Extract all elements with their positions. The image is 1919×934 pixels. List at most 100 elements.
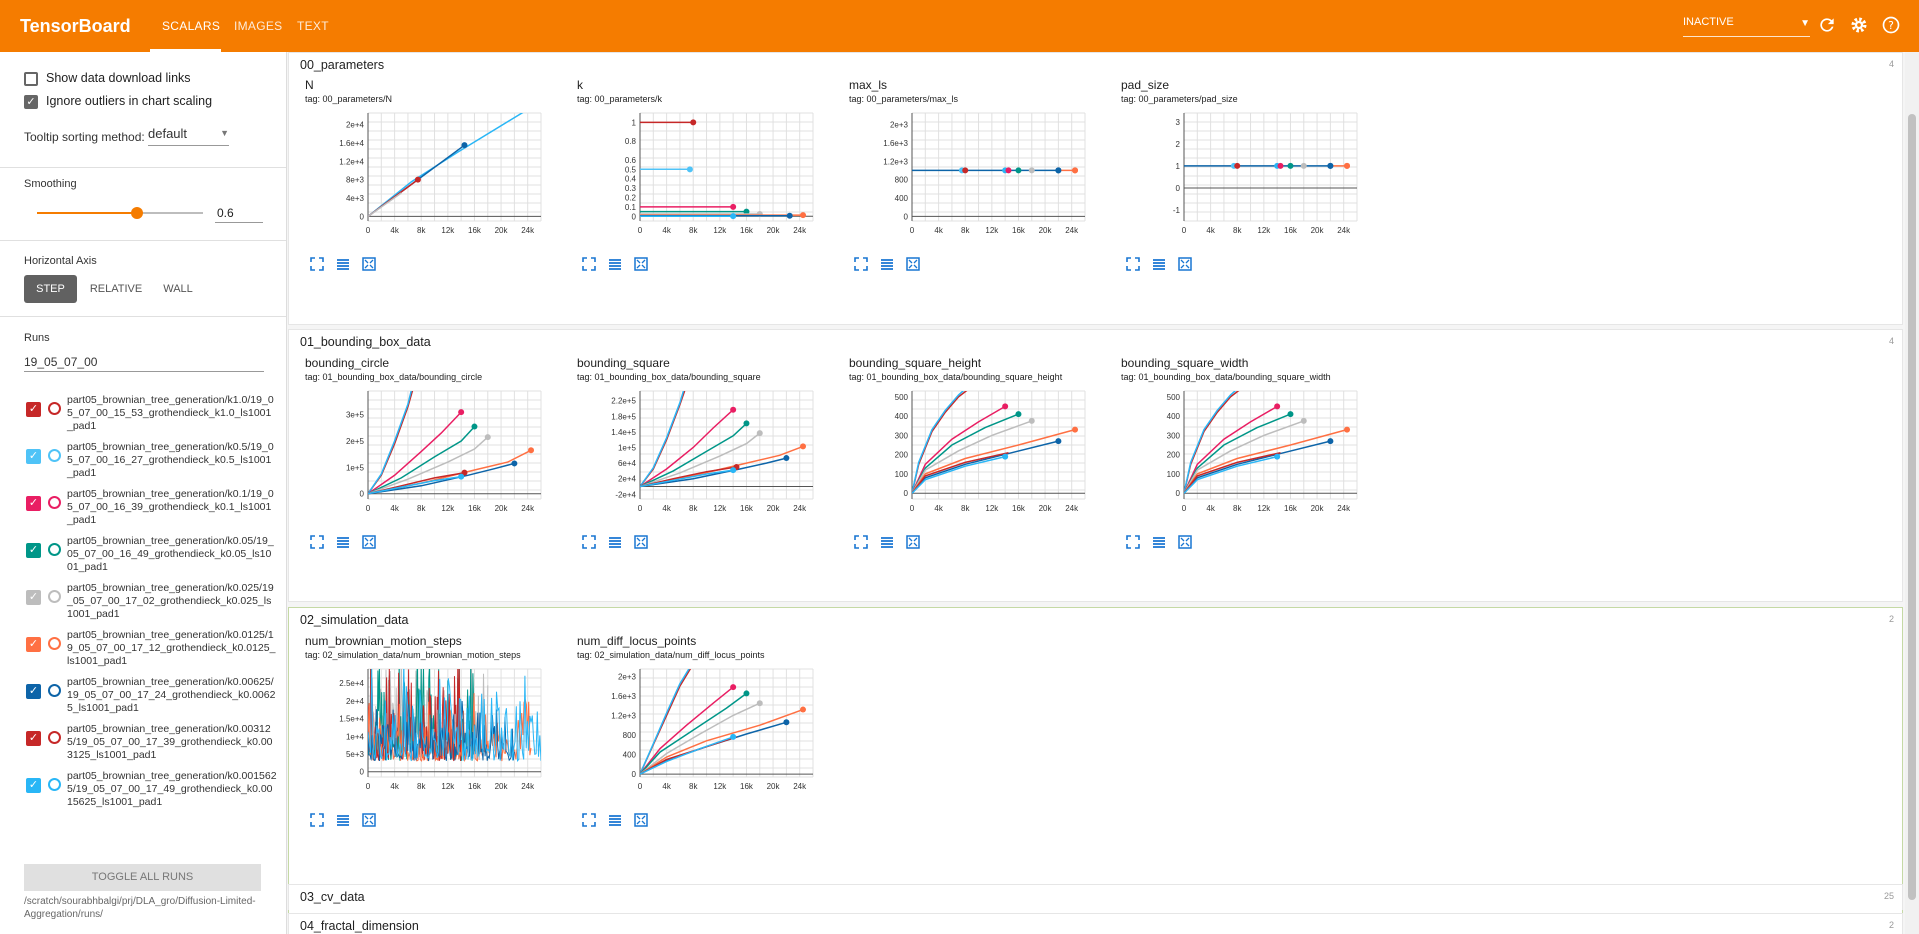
tab-images[interactable]: IMAGES <box>234 19 283 33</box>
run-checkbox[interactable]: ✓ <box>26 449 41 464</box>
smoothing-value-input[interactable]: 0.6 <box>215 203 263 223</box>
axis-wall-button[interactable]: WALL <box>163 283 193 295</box>
run-color-radio[interactable] <box>48 684 61 697</box>
fit-domain-icon[interactable] <box>906 257 920 271</box>
expand-icon[interactable] <box>310 813 324 827</box>
run-checkbox[interactable]: ✓ <box>26 543 41 558</box>
run-color-radio[interactable] <box>48 731 61 744</box>
chart-card: bounding_square_width tag: 01_bounding_bo… <box>1104 356 1364 596</box>
expand-icon[interactable] <box>310 535 324 549</box>
series-endpoint <box>1015 167 1022 174</box>
run-item[interactable]: ✓ part05_brownian_tree_generation/k0.5/19… <box>24 441 274 486</box>
expand-icon[interactable] <box>1126 257 1140 271</box>
data-table-icon[interactable] <box>1152 257 1166 271</box>
run-item[interactable]: ✓ part05_brownian_tree_generation/k0.0015… <box>24 770 277 815</box>
chart-plot[interactable]: 0 4k 8k 12k 16k 20k 24k 0 100 200 300 400 500 <box>832 386 1092 531</box>
run-color-radio[interactable] <box>48 543 61 556</box>
series-endpoint <box>730 733 737 740</box>
run-checkbox[interactable]: ✓ <box>26 496 41 511</box>
section-header[interactable]: 01_bounding_box_data 4 <box>289 330 1902 356</box>
run-checkbox[interactable]: ✓ <box>26 778 41 793</box>
section-header[interactable]: 03_cv_data 25 <box>289 885 1902 911</box>
run-item[interactable]: ✓ part05_brownian_tree_generation/k1.0/19… <box>24 394 274 439</box>
section-header[interactable]: 04_fractal_dimension 2 <box>289 914 1902 934</box>
expand-icon[interactable] <box>582 535 596 549</box>
refresh-icon[interactable] <box>1817 15 1837 35</box>
help-icon[interactable]: ? <box>1881 15 1901 35</box>
scrollbar[interactable] <box>1905 52 1919 934</box>
run-color-radio[interactable] <box>48 449 61 462</box>
run-checkbox[interactable]: ✓ <box>26 590 41 605</box>
run-color-radio[interactable] <box>48 402 61 415</box>
tooltip-sorting-select[interactable]: default ▼ <box>148 126 229 146</box>
expand-icon[interactable] <box>582 813 596 827</box>
checkbox-box[interactable] <box>24 72 38 86</box>
chart-plot[interactable]: 0 4k 8k 12k 16k 20k 24k 0 1e+5 2e+5 3e+5 <box>288 386 548 531</box>
run-checkbox[interactable]: ✓ <box>26 637 41 652</box>
run-color-radio[interactable] <box>48 496 61 509</box>
data-table-icon[interactable] <box>608 813 622 827</box>
smoothing-slider-handle[interactable] <box>130 207 143 219</box>
section-header[interactable]: 02_simulation_data 2 <box>289 608 1902 634</box>
data-table-icon[interactable] <box>608 535 622 549</box>
toggle-all-runs-button[interactable]: TOGGLE ALL RUNS <box>24 864 261 891</box>
run-item[interactable]: ✓ part05_brownian_tree_generation/k0.025/… <box>24 582 274 627</box>
check-icon[interactable]: ✓ <box>24 95 38 109</box>
data-table-icon[interactable] <box>336 535 350 549</box>
chart-plot[interactable]: 0 4k 8k 12k 16k 20k 24k 0 5e+3 1e+4 1.5e+4 2e+4 2.5e… <box>288 664 548 809</box>
run-color-radio[interactable] <box>48 778 61 791</box>
x-tick-label: 24k <box>1065 226 1079 235</box>
series-line <box>1184 451 1281 494</box>
chart-plot[interactable]: 0 4k 8k 12k 16k 20k 24k 0 400 800 1.2e+3 1.6e+3 2e+3 <box>560 664 820 809</box>
chart-plot[interactable]: 0 4k 8k 12k 16k 20k 24k 0 400 800 1.2e+3 1.6e+3 2e+3 <box>832 108 1092 253</box>
run-item[interactable]: ✓ part05_brownian_tree_generation/k0.0125… <box>24 629 275 674</box>
expand-icon[interactable] <box>582 257 596 271</box>
axis-step-button[interactable]: STEP <box>24 275 77 303</box>
run-item[interactable]: ✓ part05_brownian_tree_generation/k0.0031… <box>24 723 274 768</box>
data-table-icon[interactable] <box>880 535 894 549</box>
run-checkbox[interactable]: ✓ <box>26 402 41 417</box>
run-color-radio[interactable] <box>48 590 61 603</box>
fit-domain-icon[interactable] <box>634 813 648 827</box>
run-checkbox[interactable]: ✓ <box>26 731 41 746</box>
tab-text[interactable]: TEXT <box>297 19 329 33</box>
section-header[interactable]: 00_parameters 4 <box>289 53 1902 79</box>
fit-domain-icon[interactable] <box>1178 535 1192 549</box>
run-status-select[interactable]: INACTIVE ▼ <box>1683 16 1810 37</box>
data-table-icon[interactable] <box>880 257 894 271</box>
fit-domain-icon[interactable] <box>634 257 648 271</box>
chart-plot[interactable]: 0 4k 8k 12k 16k 20k 24k 0 4e+3 8e+3 1.2e+4 1.6e+4 2e… <box>288 108 548 253</box>
run-checkbox[interactable]: ✓ <box>26 684 41 699</box>
tab-scalars[interactable]: SCALARS <box>162 19 221 33</box>
fit-domain-icon[interactable] <box>1178 257 1192 271</box>
run-item[interactable]: ✓ part05_brownian_tree_generation/k0.0062… <box>24 676 275 721</box>
show-download-links-label: Show data download links <box>46 71 191 85</box>
chart-plot[interactable]: 0 4k 8k 12k 16k 20k 24k -2e+4 2e+4 6e+4 1e+5 1.4e+5… <box>560 386 820 531</box>
data-table-icon[interactable] <box>608 257 622 271</box>
data-table-icon[interactable] <box>336 813 350 827</box>
expand-icon[interactable] <box>854 257 868 271</box>
expand-icon[interactable] <box>854 535 868 549</box>
fit-domain-icon[interactable] <box>906 535 920 549</box>
expand-icon[interactable] <box>1126 535 1140 549</box>
run-item[interactable]: ✓ part05_brownian_tree_generation/k0.1/19… <box>24 488 274 533</box>
scrollbar-thumb[interactable] <box>1908 114 1916 900</box>
fit-domain-icon[interactable] <box>362 813 376 827</box>
data-table-icon[interactable] <box>1152 535 1166 549</box>
fit-domain-icon[interactable] <box>634 535 648 549</box>
chart-plot[interactable]: 0 4k 8k 12k 16k 20k 24k 0 100 200 300 400 500 <box>1104 386 1364 531</box>
smoothing-slider[interactable] <box>37 207 203 219</box>
settings-icon[interactable] <box>1849 15 1869 35</box>
fit-domain-icon[interactable] <box>362 535 376 549</box>
axis-relative-button[interactable]: RELATIVE <box>89 283 143 295</box>
runs-filter-input[interactable]: 19_05_07_00 <box>24 352 264 372</box>
expand-icon[interactable] <box>310 257 324 271</box>
run-color-radio[interactable] <box>48 637 61 650</box>
fit-domain-icon[interactable] <box>362 257 376 271</box>
series-line <box>912 440 1059 494</box>
chart-plot[interactable]: 0 4k 8k 12k 16k 20k 24k -1 0 1 2 3 <box>1104 108 1364 253</box>
run-item[interactable]: ✓ part05_brownian_tree_generation/k0.05/1… <box>24 535 274 580</box>
data-table-icon[interactable] <box>336 257 350 271</box>
